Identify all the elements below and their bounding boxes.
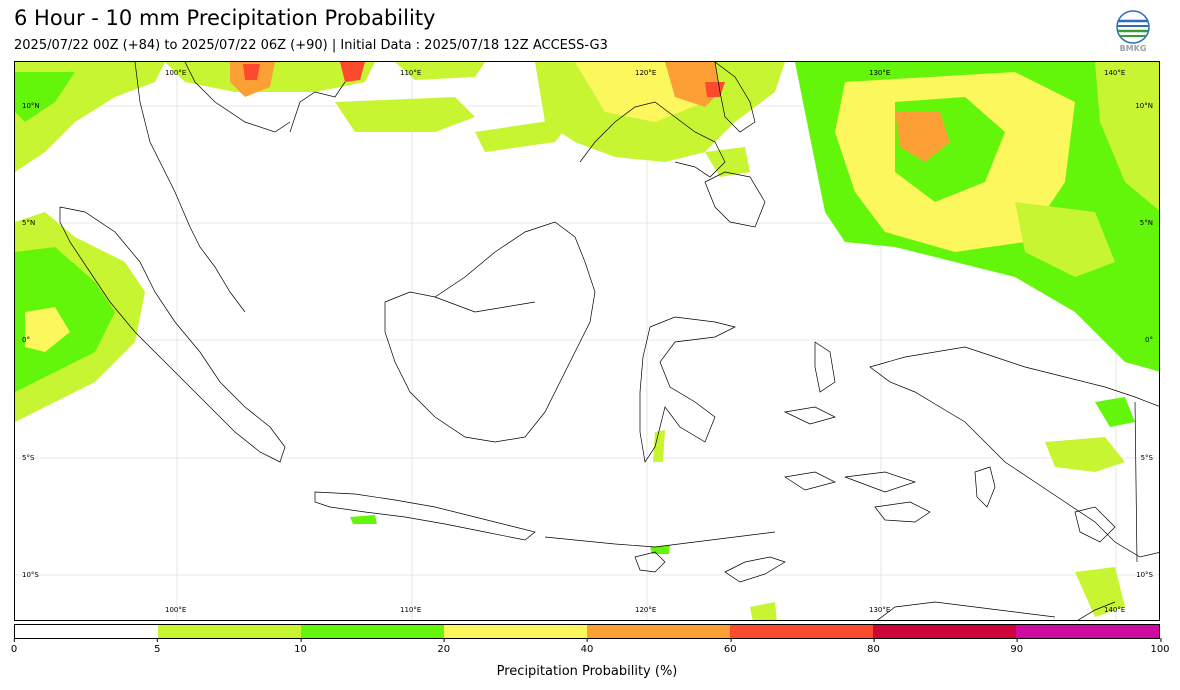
- lat-label: 10°S: [22, 571, 39, 579]
- lat-label: 0°: [1145, 336, 1153, 344]
- lon-label: 110°E: [400, 606, 421, 614]
- lat-label: 5°S: [22, 454, 35, 462]
- lon-label: 100°E: [165, 606, 186, 614]
- lon-label: 140°E: [1104, 69, 1125, 77]
- lat-labels-left: 10°N 5°N 0° 5°S 10°S: [22, 102, 40, 579]
- lon-label: 130°E: [869, 69, 890, 77]
- precipitation-fields: [15, 62, 1159, 620]
- lon-labels-top: 100°E 110°E 120°E 130°E 140°E: [165, 69, 1125, 77]
- lat-label: 5°N: [22, 219, 35, 227]
- lat-label: 10°N: [22, 102, 40, 110]
- colorbar-tick: 0: [11, 638, 17, 655]
- colorbar-ticks: 0 5 10 20 40 60 80 90 100: [11, 638, 1170, 659]
- colorbar-segment: [873, 625, 1016, 638]
- lat-label: 5°N: [1140, 219, 1153, 227]
- map-canvas: 100°E 110°E 120°E 130°E 140°E 100°E 110°…: [15, 62, 1159, 620]
- coastlines: [59, 62, 1159, 620]
- lat-label: 10°S: [1136, 571, 1153, 579]
- colorbar-segment: [301, 625, 444, 638]
- lon-labels-bottom: 100°E 110°E 120°E 130°E 140°E: [165, 606, 1125, 614]
- colorbar-tick: 5: [154, 638, 160, 655]
- colorbar-tick: 10: [294, 638, 307, 655]
- lon-label: 130°E: [869, 606, 890, 614]
- colorbar-tick: 100: [1150, 638, 1170, 655]
- colorbar-tick: 60: [724, 638, 737, 655]
- precipitation-map: 100°E 110°E 120°E 130°E 140°E 100°E 110°…: [14, 61, 1160, 621]
- lat-labels-right: 10°N 5°N 0° 5°S 10°S: [1135, 102, 1153, 579]
- colorbar-segment: [730, 625, 873, 638]
- map-title: 6 Hour - 10 mm Precipitation Probability: [14, 6, 436, 30]
- bmkg-logo: BMKG: [1114, 10, 1152, 56]
- lon-label: 140°E: [1104, 606, 1125, 614]
- lon-label: 100°E: [165, 69, 186, 77]
- lon-label: 120°E: [635, 606, 656, 614]
- map-subtitle: 2025/07/22 00Z (+84) to 2025/07/22 06Z (…: [14, 38, 608, 53]
- lon-label: 120°E: [635, 69, 656, 77]
- lat-label: 5°S: [1141, 454, 1154, 462]
- colorbar-segment: [1016, 625, 1159, 638]
- colorbar-tick: 40: [581, 638, 593, 655]
- lat-label: 10°N: [1135, 102, 1153, 110]
- colorbar-tick: 80: [867, 638, 880, 655]
- colorbar-label: Precipitation Probability (%): [496, 664, 678, 679]
- logo-text: BMKG: [1119, 44, 1147, 53]
- lat-label: 0°: [22, 336, 30, 344]
- colorbar-segment: [15, 625, 158, 638]
- lon-label: 110°E: [400, 69, 421, 77]
- colorbar-segment: [444, 625, 587, 638]
- colorbar-segment: [587, 625, 730, 638]
- colorbar-tick: 20: [437, 638, 450, 655]
- bmkg-globe-icon: [1116, 10, 1150, 44]
- colorbar: [14, 624, 1160, 639]
- colorbar-segment: [158, 625, 301, 638]
- colorbar-tick: 90: [1010, 638, 1023, 655]
